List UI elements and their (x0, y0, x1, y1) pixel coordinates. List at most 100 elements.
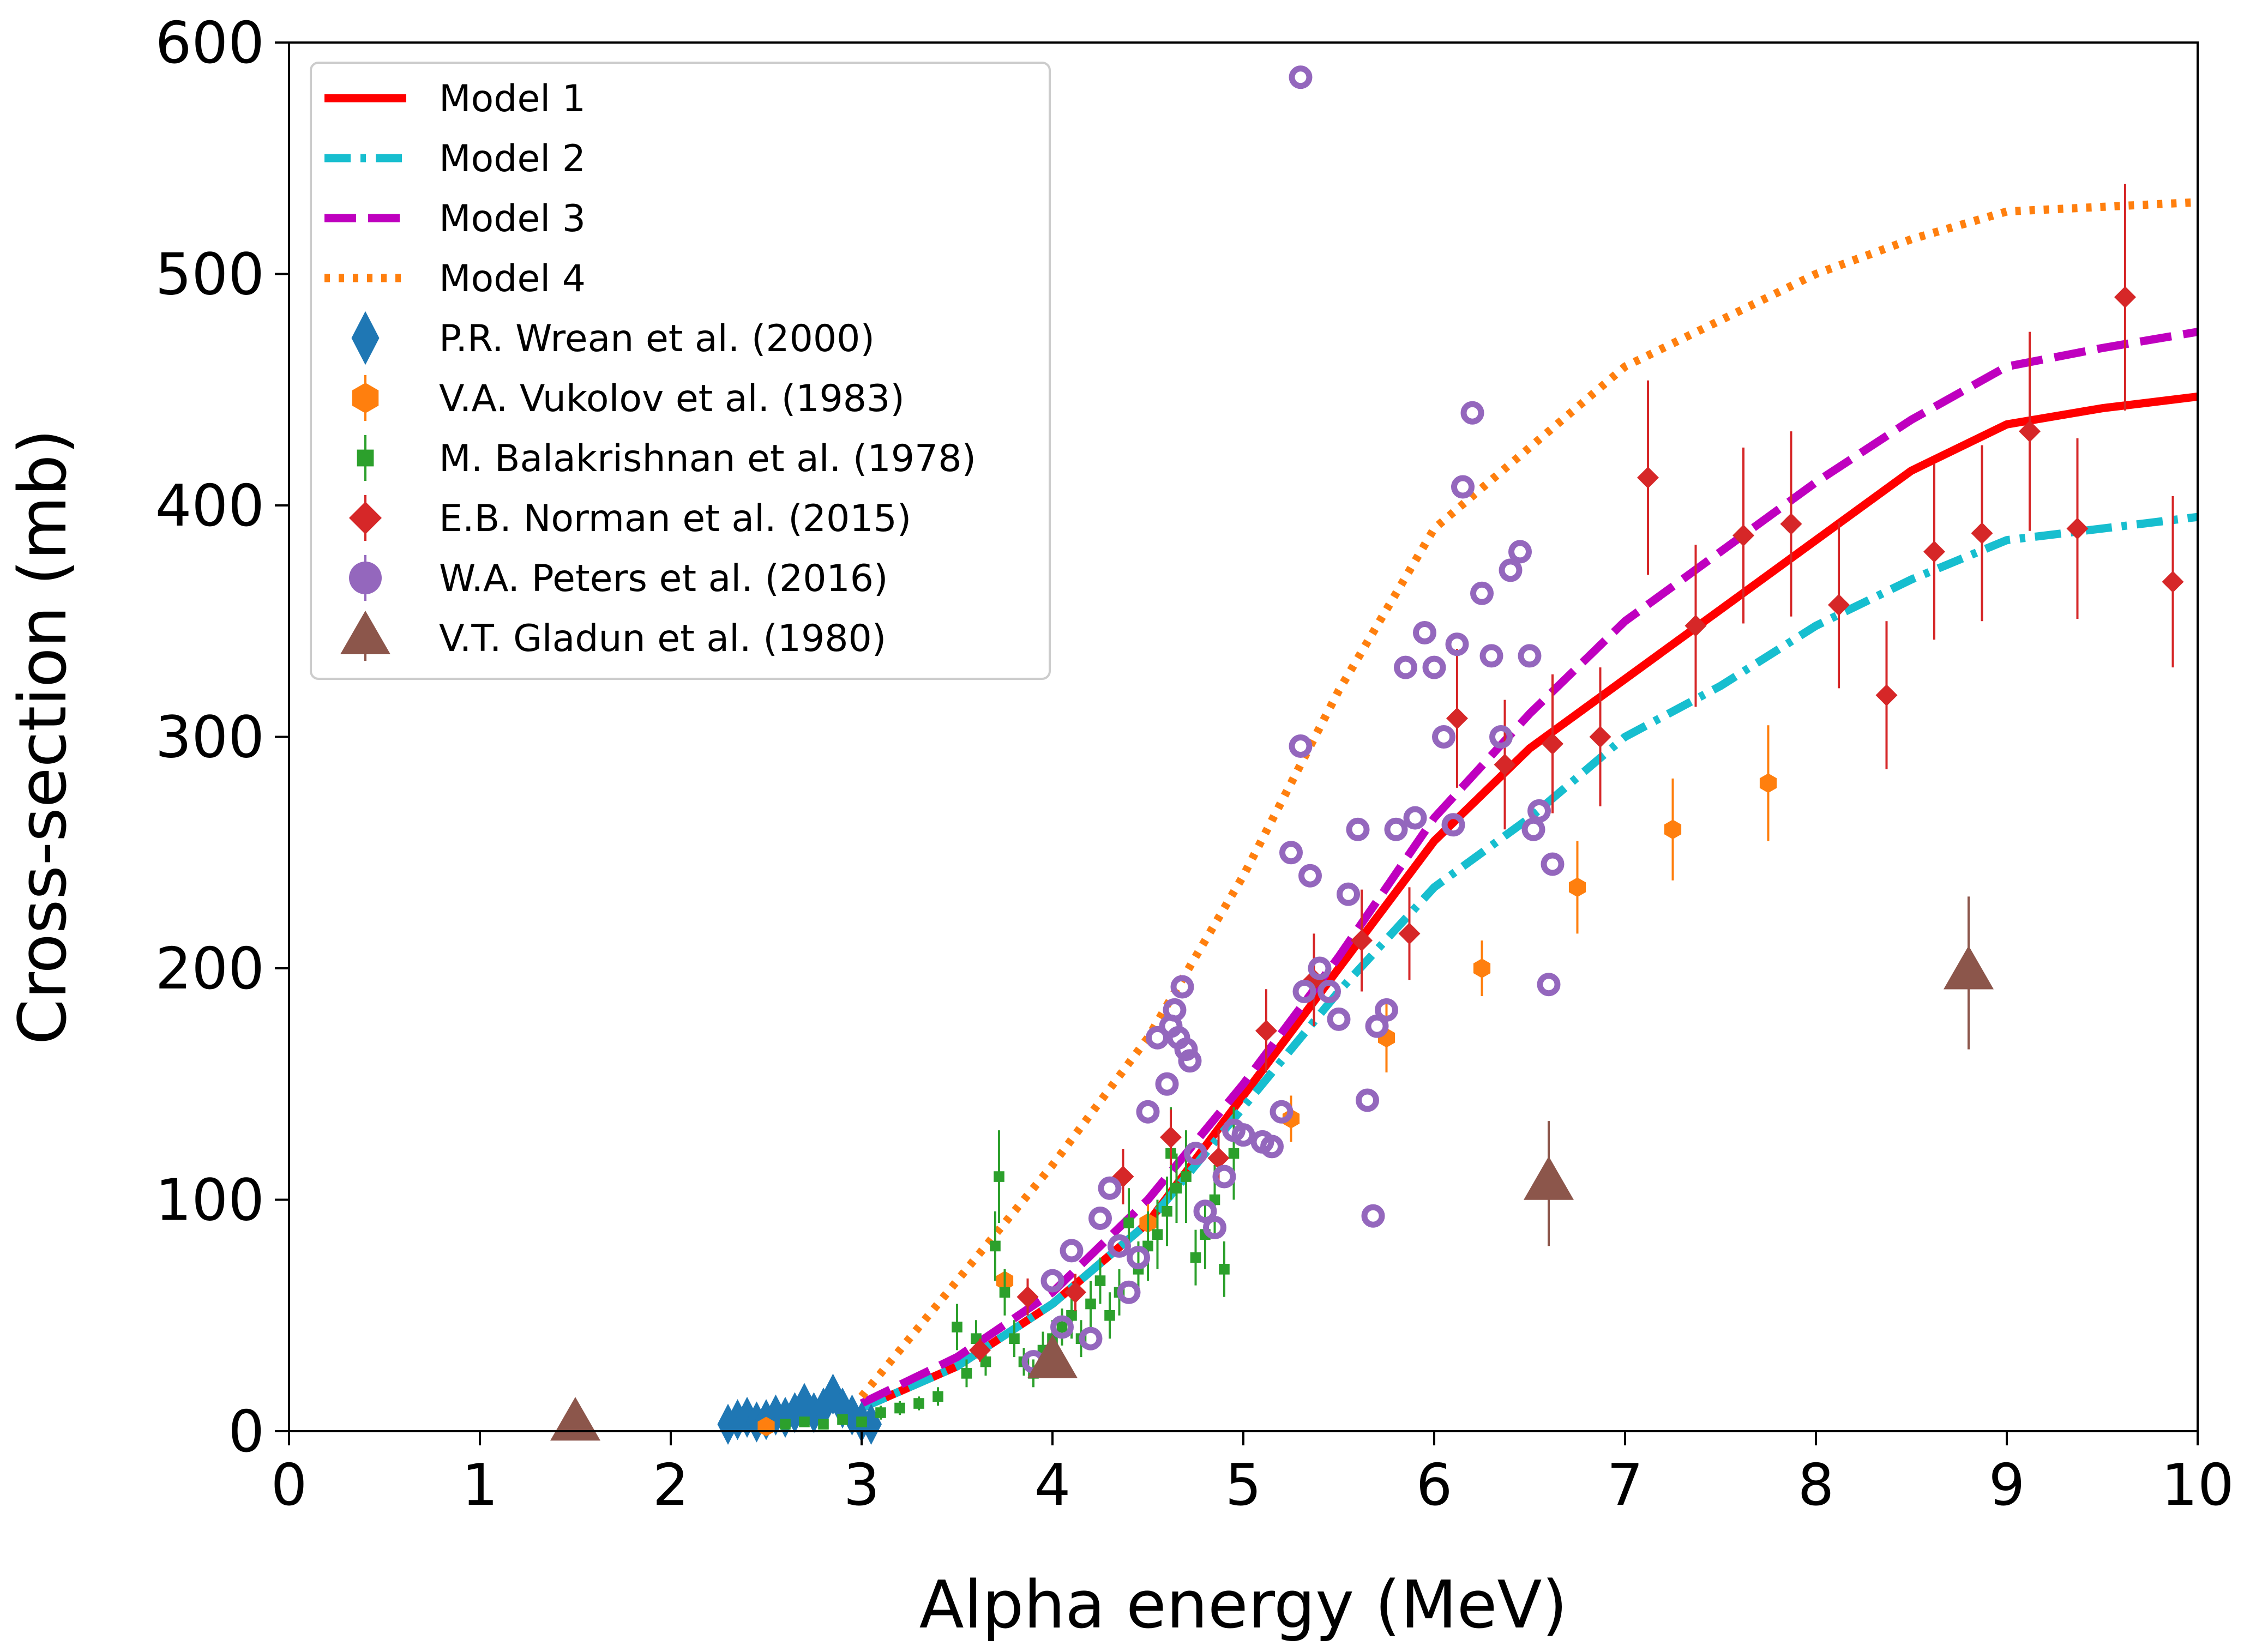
peters-point (1521, 817, 1545, 841)
peters-point (1518, 644, 1542, 668)
peters-point (1375, 998, 1398, 1022)
norman-point (1589, 726, 1611, 748)
legend-entry: V.A. Vukolov et al. (1983) (352, 375, 905, 421)
series-layer (550, 65, 2199, 1445)
norman-point (1780, 513, 1802, 535)
peters-point (1174, 1038, 1198, 1062)
peters-point (1212, 1165, 1236, 1189)
peters-point (1136, 1100, 1160, 1124)
peters-point (1117, 1280, 1141, 1304)
legend-swatch-marker (349, 502, 382, 534)
legend-entry: Model 1 (324, 77, 586, 120)
vukolov-point (1664, 819, 1682, 840)
y-tick-label: 500 (155, 242, 264, 308)
legend-label: E.B. Norman et al. (2015) (439, 497, 911, 540)
peters-point (1445, 632, 1469, 656)
legend-swatch-marker (349, 562, 382, 594)
legend-label: M. Balakrishnan et al. (1978) (439, 437, 976, 480)
peters-point (1432, 725, 1455, 749)
peters-point (1088, 1206, 1112, 1230)
peters-point (1040, 1269, 1064, 1293)
legend-entry: M. Balakrishnan et al. (1978) (357, 435, 976, 481)
legend-label: V.A. Vukolov et al. (1983) (439, 377, 905, 420)
norman-point (2066, 517, 2089, 540)
legend-swatch-marker (340, 611, 390, 654)
balakrishnan-point (1123, 1217, 1134, 1228)
peters-point (1479, 644, 1503, 668)
wrean-point (793, 1383, 815, 1424)
balakrishnan-point (1228, 1148, 1240, 1159)
legend-label: P.R. Wrean et al. (2000) (439, 317, 875, 360)
balakrishnan-point (856, 1416, 867, 1427)
norman-point (1351, 930, 1373, 952)
peters-point (1394, 655, 1417, 679)
peters-point (1470, 581, 1494, 605)
peters-point (1184, 1142, 1207, 1166)
norman-point (1971, 522, 1993, 544)
peters-point (1327, 1007, 1351, 1031)
legend-entry: P.R. Wrean et al. (2000) (351, 311, 875, 365)
balakrishnan-point (994, 1171, 1004, 1182)
balakrishnan-point (1181, 1171, 1192, 1182)
peters-point (1127, 1246, 1150, 1270)
balakrishnan-point (999, 1287, 1010, 1298)
vukolov-point (1473, 958, 1491, 978)
norman-point (1398, 923, 1421, 945)
norman-point (1828, 594, 1850, 616)
peters-point (1292, 979, 1316, 1003)
vukolov-point (1568, 877, 1586, 897)
peters-point (1231, 1123, 1255, 1147)
norman-point (1637, 467, 1659, 489)
series-wrean (717, 1373, 882, 1445)
balakrishnan-point (1190, 1252, 1201, 1263)
legend-entry: Model 3 (324, 197, 586, 240)
norman-point (1207, 1147, 1230, 1169)
model4-line (858, 198, 2198, 1400)
peters-point (1403, 806, 1427, 830)
y-tick-label: 100 (155, 1167, 264, 1234)
peters-point (1289, 734, 1313, 758)
model2-line (859, 513, 2198, 1412)
peters-point (1508, 540, 1532, 564)
balakrishnan-point (1009, 1333, 1020, 1344)
peters-point (1460, 401, 1484, 425)
norman-point (1923, 540, 1945, 563)
peters-point (1365, 1014, 1389, 1038)
legend-label: Model 1 (439, 77, 586, 120)
peters-point (1317, 979, 1341, 1003)
balakrishnan-point (799, 1416, 810, 1427)
legend-swatch-marker (352, 383, 379, 413)
balakrishnan-point (1152, 1229, 1163, 1240)
norman-point (1160, 1126, 1182, 1148)
balakrishnan-point (913, 1398, 924, 1409)
x-tick-label: 7 (1607, 1452, 1644, 1518)
peters-point (1499, 558, 1523, 582)
vukolov-point (1759, 773, 1777, 793)
peters-point (1346, 817, 1370, 841)
x-tick-label: 9 (1989, 1452, 2025, 1518)
x-axis: 0 1 2 3 4 5 6 7 8 9 10 (271, 1431, 2234, 1518)
peters-point (1298, 864, 1322, 888)
peters-point (1079, 1327, 1103, 1350)
x-tick-label: 0 (271, 1452, 308, 1518)
series-model3 (859, 328, 2199, 1407)
balakrishnan-point (1219, 1264, 1230, 1275)
balakrishnan-point (1104, 1310, 1115, 1321)
series-gladun (550, 896, 1994, 1441)
norman-point (1732, 524, 1754, 547)
balakrishnan-point (933, 1391, 943, 1402)
y-axis: 0 100 200 300 400 500 600 (155, 10, 289, 1465)
peters-point (1356, 1088, 1379, 1112)
legend-label: Model 2 (439, 137, 586, 180)
peters-point (1537, 973, 1561, 997)
series-model4 (858, 198, 2198, 1400)
peters-point (1108, 1234, 1131, 1258)
peters-point (1050, 1315, 1074, 1339)
norman-point (2114, 286, 2136, 308)
balakrishnan-point (894, 1402, 905, 1414)
balakrishnan-point (1056, 1322, 1068, 1333)
norman-point (1446, 707, 1468, 729)
legend: Model 1 Model 2 Model 3 Model 4 P.R. Wrean e… (310, 62, 1051, 680)
peters-point (1361, 1204, 1385, 1228)
peters-point (1270, 1100, 1294, 1124)
